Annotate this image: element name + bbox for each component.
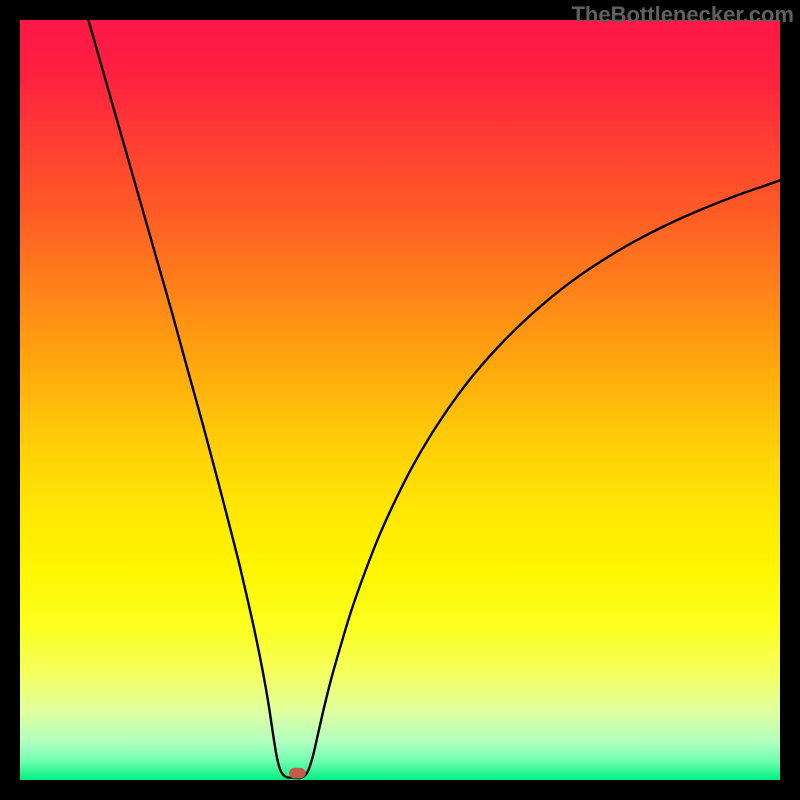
bottleneck-chart: TheBottlenecker.com	[0, 0, 800, 800]
optimum-marker	[289, 768, 306, 779]
chart-background	[20, 20, 780, 780]
chart-svg	[0, 0, 800, 800]
